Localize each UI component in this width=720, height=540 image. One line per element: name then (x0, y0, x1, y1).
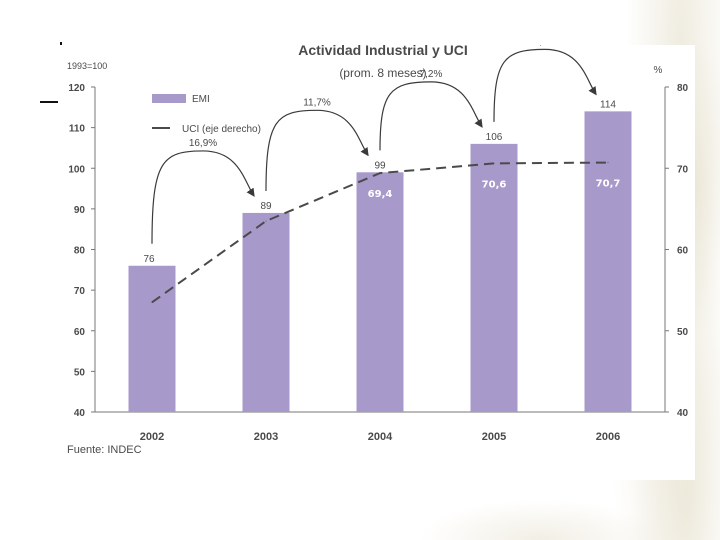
left-axis-tick-label: 60 (74, 327, 86, 338)
right-axis-note: % (654, 65, 663, 76)
chart-card: Actividad Industrial y UCI (prom. 8 mese… (60, 45, 695, 480)
chart-source: Fuente: INDEC (67, 444, 142, 456)
growth-label: 7,6% (534, 45, 557, 47)
slide-decoration-dash (40, 101, 58, 103)
right-axis-tick-label: 70 (677, 164, 689, 175)
labels-layer: 76 89 99 106 114 69,4 70,6 70,7 (143, 99, 620, 264)
bar-value-label: 89 (260, 201, 272, 212)
right-axis-tick-label: 80 (677, 83, 689, 94)
chart-title: Actividad Industrial y UCI (298, 45, 468, 58)
uci-value-label: 70,6 (482, 179, 507, 190)
point-uci (607, 162, 609, 164)
bar-value-label: 99 (374, 160, 386, 171)
growth-arrow (379, 81, 483, 151)
left-axis-tick-label: 50 (74, 367, 86, 378)
x-axis-tick-label: 2006 (596, 431, 620, 443)
x-axis-tick-label: 2005 (482, 431, 506, 443)
left-axis-tick-label: 70 (74, 286, 86, 297)
point-uci (265, 220, 267, 222)
uci-value-label: 70,7 (596, 179, 621, 190)
left-axis-tick-label: 110 (69, 124, 86, 135)
left-axis-tick-label: 100 (68, 164, 85, 175)
bar-emi (470, 143, 518, 412)
line-layer (151, 161, 609, 304)
chart-subtitle: (prom. 8 meses) (339, 66, 426, 80)
legend-label-emi: EMI (192, 94, 210, 105)
bar-emi (356, 172, 404, 412)
growth-arrows-layer: 16,9% 11,7% 7,2% 7,6% (151, 45, 597, 244)
bar-value-label: 114 (600, 99, 616, 110)
bar-value-label: 106 (486, 132, 503, 143)
background-ornament-bottom (360, 480, 720, 540)
growth-arrow (493, 48, 597, 122)
legend-label-uci: UCI (eje derecho) (182, 124, 261, 135)
growth-label: 7,2% (420, 69, 443, 80)
point-uci (379, 172, 381, 174)
right-axis-tick-label: 60 (677, 246, 689, 257)
chart-svg: Actividad Industrial y UCI (prom. 8 mese… (67, 45, 689, 456)
growth-arrow (151, 150, 255, 244)
bar-emi (242, 212, 290, 412)
point-uci (151, 301, 153, 303)
right-axis-tick-label: 40 (677, 408, 689, 419)
growth-label: 11,7% (303, 97, 331, 108)
left-axis-tick-label: 90 (74, 205, 86, 216)
x-axis-tick-label: 2003 (254, 431, 278, 443)
left-axis-note: 1993=100 (67, 61, 107, 71)
bars-layer (128, 111, 632, 412)
bar-emi (584, 111, 632, 412)
left-axis-tick-label: 80 (74, 246, 86, 257)
point-uci (493, 162, 495, 164)
axes-layer: 40 50 60 70 80 90 100 110 120 40 50 60 70 80 2002 2003 2… (68, 83, 688, 443)
uci-value-label: 69,4 (368, 189, 393, 200)
bar-emi (128, 265, 176, 412)
left-axis-tick-label: 40 (74, 408, 86, 419)
right-axis-tick-label: 50 (677, 327, 689, 338)
growth-arrow (265, 109, 369, 191)
bar-value-label: 76 (143, 254, 155, 265)
legend-swatch-emi (152, 94, 186, 103)
x-axis-tick-label: 2004 (368, 431, 393, 443)
x-axis-tick-label: 2002 (140, 431, 164, 443)
left-axis-tick-label: 120 (68, 83, 85, 94)
growth-label: 16,9% (189, 138, 217, 149)
